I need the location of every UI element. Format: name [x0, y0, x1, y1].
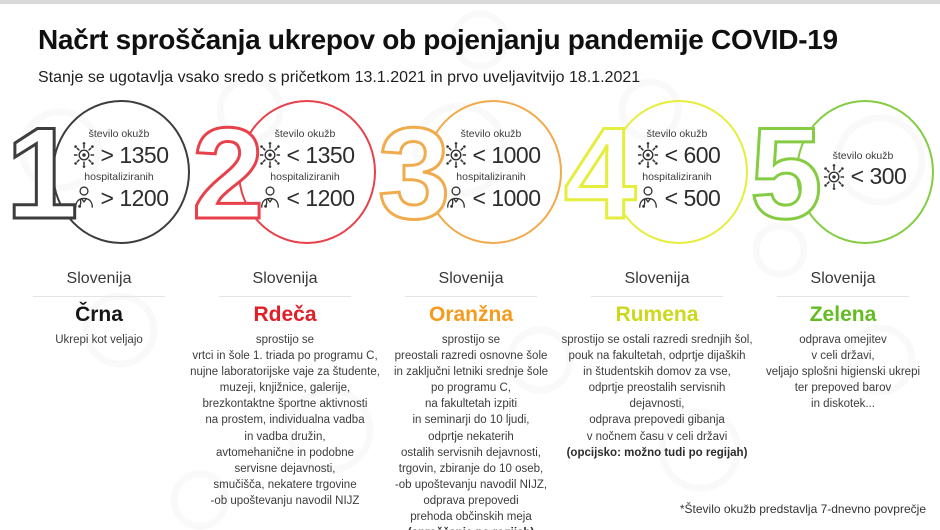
phase-5-circle-area: 5 število okužb [748, 96, 936, 262]
phase-number: 4 [562, 100, 637, 246]
phase-number: 1 [4, 100, 79, 246]
phase-description: Ukrepi kot veljajo [55, 334, 143, 346]
doctor-icon [260, 186, 279, 208]
metric-label: število okužb [274, 128, 336, 140]
page-subtitle: Stanje se ugotavlja vsako sredo s pričet… [38, 69, 641, 86]
divider [33, 296, 165, 297]
phase-number: 2 [190, 100, 265, 246]
phase-3-circle-area: 3 število okužb [376, 96, 564, 262]
phase-name: Zelena [809, 303, 877, 326]
phases-row: 1 število okužb [4, 96, 936, 530]
divider [219, 296, 351, 297]
phase-description: sprostijo se preostali razredi osnovne š… [393, 334, 549, 524]
phase-column-1: 1 število okužb [4, 96, 192, 530]
phase-column-4: 4 število okužb [561, 96, 753, 530]
header: Načrt sproščanja ukrepov ob pojenjanju p… [38, 24, 910, 87]
page-title: Načrt sproščanja ukrepov ob pojenjanju p… [38, 24, 838, 55]
hospitalized-metric: hospitaliziranih < 500 [634, 171, 721, 212]
phase-column-3: 3 število okužb [375, 96, 567, 530]
phase-thresholds: število okužb [610, 100, 744, 240]
phase-description: sprostijo se vrtci in šole 1. triada po … [190, 334, 380, 507]
phase-name: Oranžna [428, 303, 514, 326]
infections-metric: število okužb [634, 128, 721, 169]
phase-circle [610, 100, 748, 244]
metric-value: < 1200 [286, 184, 356, 211]
footnote: *Število okužb predstavlja 7-dnevno povp… [679, 502, 926, 516]
phase-description: sprostijo se ostali razredi srednjih šol… [561, 334, 753, 443]
virus-icon [259, 142, 280, 168]
metric-label: število okužb [88, 128, 150, 140]
phase-1-circle-area: 1 število okužb [4, 96, 192, 262]
virus-icon [637, 142, 658, 168]
phase-name: Črna [75, 303, 123, 326]
doctor-icon [638, 186, 657, 208]
hospitalized-metric: hospitaliziranih < 1000 [442, 171, 541, 212]
phase-description: odprava omejitev v celi državi, veljajo … [765, 334, 921, 411]
phase-thresholds: število okužb [424, 100, 558, 240]
metric-label: število okužb [832, 149, 894, 162]
divider [777, 296, 909, 297]
metric-value: > 1200 [100, 184, 170, 211]
phase-number: 3 [376, 100, 451, 246]
metric-value: < 600 [664, 141, 721, 168]
phase-description-note: (opcijsko: možno tudi po regijah) [566, 446, 748, 459]
region-label: Slovenija [438, 270, 504, 287]
infections-metric: število okužb [256, 128, 355, 169]
region-label: Slovenija [66, 270, 132, 287]
phase-circle [796, 100, 934, 244]
metric-label: hospitaliziranih [84, 171, 154, 183]
doctor-icon [74, 186, 93, 208]
doctor-icon [446, 186, 465, 208]
infections-metric: število okužb [442, 128, 541, 169]
region-label: Slovenija [810, 270, 876, 287]
metric-value: > 1350 [100, 141, 170, 168]
metric-label: hospitaliziranih [642, 171, 712, 183]
virus-icon [445, 142, 466, 168]
virus-icon [73, 142, 94, 168]
divider [591, 296, 723, 297]
phase-column-5: 5 število okužb [748, 96, 936, 530]
region-label: Slovenija [252, 270, 318, 287]
phase-thresholds: število okužb [238, 100, 372, 240]
phase-number: 5 [748, 100, 823, 246]
phase-description-note: (sproščanje po regijah) [375, 525, 567, 530]
phase-4-circle-area: 4 število okužb [562, 96, 750, 262]
phase-circle [424, 100, 562, 244]
phase-name: Rumena [615, 303, 699, 326]
metric-value: < 1350 [286, 141, 356, 168]
phase-column-2: 2 število okužb [190, 96, 380, 530]
metric-value: < 500 [664, 184, 721, 211]
metric-value: < 1000 [472, 141, 542, 168]
metric-label: hospitaliziranih [270, 171, 340, 183]
metric-label: število okužb [646, 128, 708, 140]
top-edge [0, 0, 940, 4]
phase-thresholds: število okužb [52, 100, 186, 240]
phase-thresholds: število okužb [796, 100, 930, 240]
phase-2-circle-area: 2 število okužb [190, 96, 378, 262]
virus-icon [823, 163, 844, 190]
hospitalized-metric: hospitaliziranih < 1200 [256, 171, 355, 212]
infections-metric: število okužb [70, 128, 169, 169]
metric-value: < 300 [850, 163, 907, 189]
phase-circle [238, 100, 376, 244]
hospitalized-metric: hospitaliziranih > 1200 [70, 171, 169, 212]
infections-metric: število okužb [820, 150, 907, 191]
metric-label: število okužb [460, 128, 522, 140]
metric-label: hospitaliziranih [456, 171, 526, 183]
metric-value: < 1000 [472, 184, 542, 211]
region-label: Slovenija [624, 270, 690, 287]
divider [405, 296, 537, 297]
phase-circle [52, 100, 190, 244]
phase-name: Rdeča [253, 303, 317, 326]
